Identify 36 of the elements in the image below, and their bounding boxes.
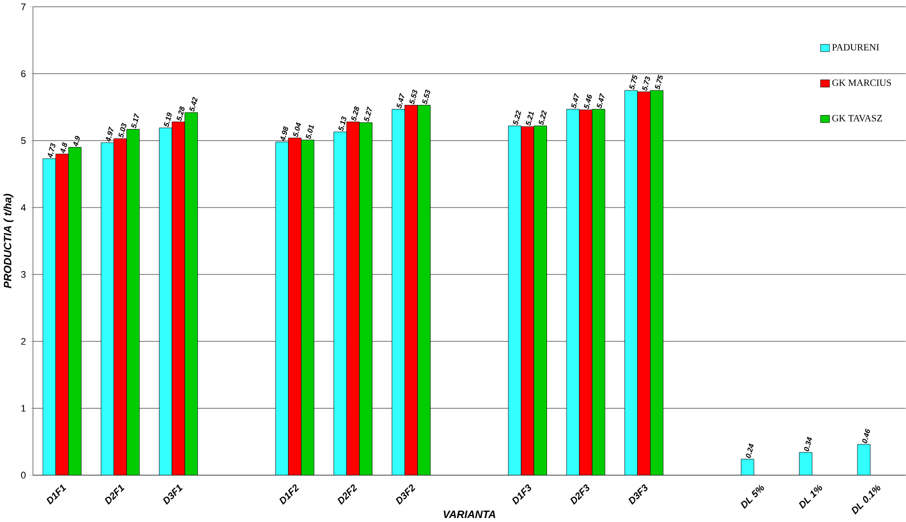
- bar: [520, 126, 534, 476]
- bar: [592, 109, 606, 476]
- y-axis-title: PRODUCTIA ( t/ha): [4, 194, 14, 288]
- bar: [637, 92, 651, 476]
- bar: [126, 129, 140, 476]
- bar: [172, 122, 186, 476]
- y-tick-label: 5: [21, 138, 26, 144]
- bar: [300, 140, 314, 476]
- bar: [359, 122, 372, 476]
- bar: [288, 138, 302, 476]
- x-tick-label: DL 5%: [740, 484, 764, 510]
- bar: [857, 444, 871, 476]
- bar: [534, 126, 547, 476]
- bar: [579, 110, 592, 476]
- y-tick-label: 3: [21, 271, 26, 278]
- y-tick-label: 0: [21, 472, 26, 479]
- bar: [114, 138, 127, 476]
- bar: [417, 105, 431, 476]
- legend-label: PADURENI: [832, 44, 879, 51]
- bar: [346, 122, 360, 476]
- x-axis-title: VARIANTA: [444, 510, 496, 518]
- y-tick-label: 1: [21, 405, 26, 412]
- bar: [55, 154, 69, 476]
- y-tick-label: 2: [21, 338, 26, 345]
- bar: [799, 452, 812, 476]
- legend-label: GK MARCIUS: [832, 80, 891, 86]
- bar: [68, 147, 82, 476]
- bar: [404, 105, 418, 476]
- y-tick-label: 6: [21, 70, 26, 78]
- bar: [740, 459, 754, 476]
- y-tick-label: 4: [20, 204, 26, 212]
- bar: [650, 90, 664, 476]
- y-tick-label: 7: [21, 4, 26, 10]
- bar: [184, 112, 198, 476]
- x-tick-label: DL 1%: [798, 484, 822, 510]
- legend-label: GK TAVASZ: [832, 115, 882, 122]
